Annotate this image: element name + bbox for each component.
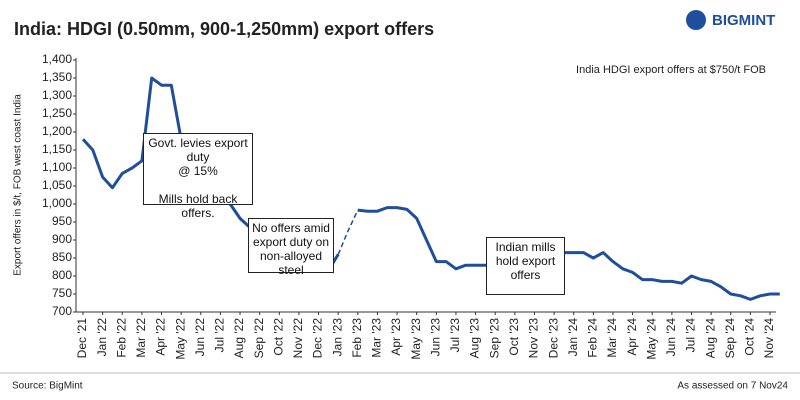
y-tick-label: 850 xyxy=(52,250,72,264)
x-tick-label: Sep '22 xyxy=(252,318,266,359)
x-tick-label: Mar '24 xyxy=(605,318,619,358)
annotation-line: Indian mills xyxy=(495,240,556,254)
y-tick-label: 950 xyxy=(52,214,72,228)
annotation: Govt. levies export duty @ 15% Mills hold … xyxy=(143,133,253,220)
x-tick-label: Jan '24 xyxy=(566,318,580,357)
x-tick-label: Apr '22 xyxy=(154,318,168,356)
x-tick-label: Mar '22 xyxy=(134,318,148,358)
logo: BIGMINT xyxy=(712,12,775,29)
annotation-line: Mills hold back offers. xyxy=(158,192,238,220)
logo-icon xyxy=(686,10,706,30)
annotation-line: steel xyxy=(278,263,304,277)
y-tick-label: 1,250 xyxy=(42,106,72,120)
annotation-line: No offers amid xyxy=(252,221,330,235)
x-tick-label: Jun '22 xyxy=(193,318,207,357)
x-tick-label: Aug '22 xyxy=(232,318,246,359)
annotation-line: Govt. levies export duty xyxy=(148,136,248,164)
x-tick-label: Nov '23 xyxy=(527,318,541,359)
y-tick-label: 1,150 xyxy=(42,142,72,156)
x-tick-label: Jun '24 xyxy=(664,318,678,357)
x-tick-label: Sep '23 xyxy=(487,318,501,359)
annotation-line: non-alloyed xyxy=(259,249,323,263)
x-tick-label: Apr '23 xyxy=(389,318,403,356)
legend-text: India HDGI export offers at $750/t FOB xyxy=(576,64,766,76)
annotation: No offers amid export duty on non-alloyed s… xyxy=(248,218,334,277)
x-tick-label: Jul '24 xyxy=(684,318,698,353)
y-tick-label: 1,200 xyxy=(42,124,72,138)
y-tick-label: 900 xyxy=(52,232,72,246)
x-tick-label: Jul '23 xyxy=(448,318,462,353)
x-tick-label: Jan '23 xyxy=(330,318,344,357)
source: Source: BigMint xyxy=(12,381,83,392)
x-tick-label: Jun '23 xyxy=(428,318,442,357)
annotation-line: hold export xyxy=(495,254,556,268)
x-tick-label: Oct '23 xyxy=(507,318,521,356)
note: As assessed on 7 Nov24 xyxy=(677,381,788,392)
annotation-line: export duty on xyxy=(252,235,330,249)
y-tick-label: 1,350 xyxy=(42,70,72,84)
x-tick-label: May '22 xyxy=(173,318,187,360)
y-tick-label: 1,050 xyxy=(42,178,72,192)
x-tick-label: Feb '22 xyxy=(114,318,128,358)
x-tick-label: Nov '22 xyxy=(291,318,305,359)
x-tick-label: Nov '24 xyxy=(762,318,776,359)
y-tick-label: 750 xyxy=(52,286,72,300)
annotation-line: offers xyxy=(510,268,541,282)
y-tick-label: 800 xyxy=(52,268,72,282)
annotation: Indian mills hold export offers xyxy=(486,237,565,295)
x-tick-label: Jan '22 xyxy=(95,318,109,357)
y-tick-label: 1,400 xyxy=(42,52,72,66)
annotation-line: @ 15% xyxy=(178,164,218,178)
x-tick-label: Aug '24 xyxy=(703,318,717,359)
x-tick-label: Feb '24 xyxy=(586,318,600,358)
x-tick-label: Dec '21 xyxy=(75,318,89,359)
x-tick-label: Feb '23 xyxy=(350,318,364,358)
x-tick-label: Apr '24 xyxy=(625,318,639,356)
x-tick-label: Mar '23 xyxy=(370,318,384,358)
line-series xyxy=(337,209,359,255)
x-tick-label: May '23 xyxy=(409,318,423,360)
y-tick-label: 700 xyxy=(52,304,72,318)
y-tick-label: 1,300 xyxy=(42,88,72,102)
x-tick-label: Aug '23 xyxy=(468,318,482,359)
x-tick-label: Jul '22 xyxy=(213,318,227,353)
x-tick-label: Dec '23 xyxy=(546,318,560,359)
x-tick-label: Dec '22 xyxy=(311,318,325,359)
x-tick-label: Sep '24 xyxy=(723,318,737,359)
x-tick-label: May '24 xyxy=(644,318,658,360)
y-axis-label: Export offers in $/t, FOB west coast Ind… xyxy=(13,94,24,276)
x-tick-label: Oct '22 xyxy=(271,318,285,356)
y-tick-label: 1,000 xyxy=(42,196,72,210)
x-tick-label: Oct '24 xyxy=(743,318,757,356)
chart-title: India: HDGI (0.50mm, 900-1,250mm) export… xyxy=(14,19,434,39)
y-tick-label: 1,100 xyxy=(42,160,72,174)
